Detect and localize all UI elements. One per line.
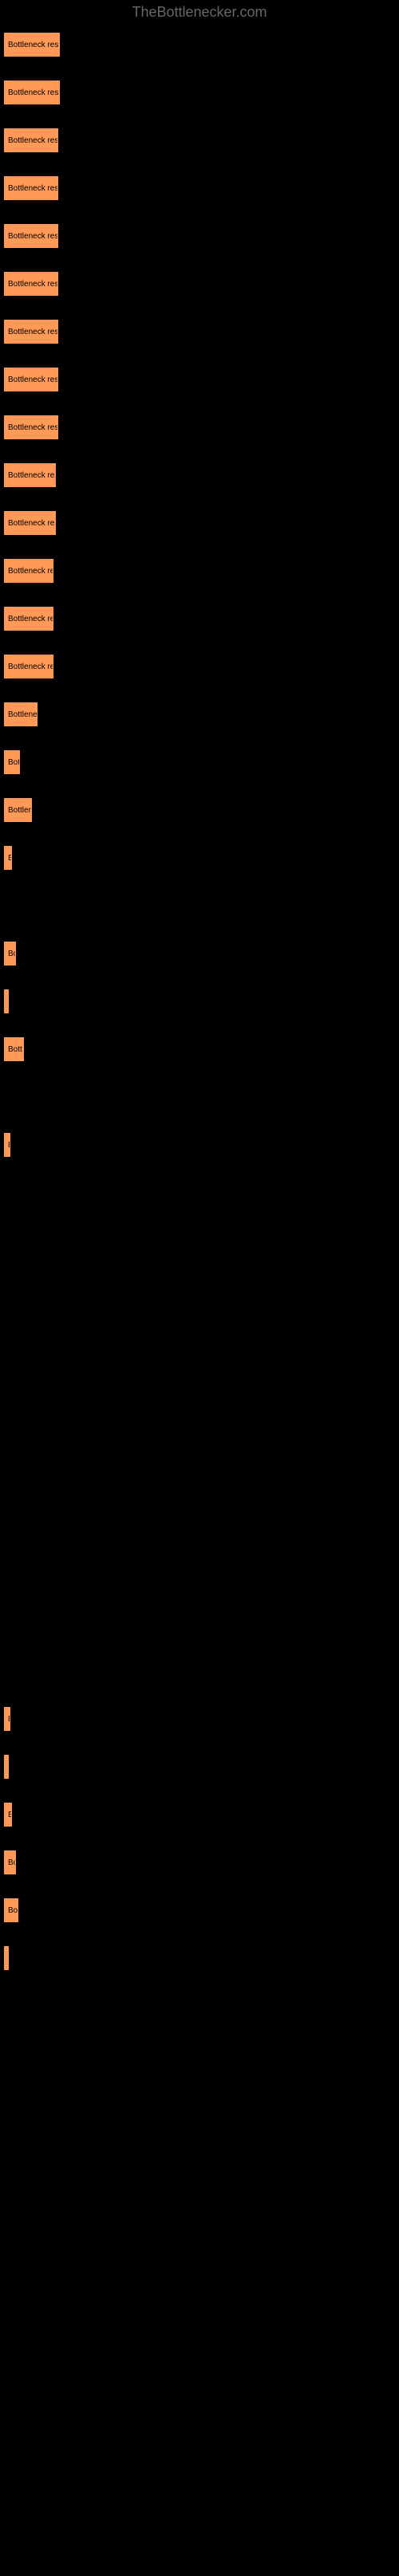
bar: Bottleneck res (4, 463, 56, 487)
bar-row: B (4, 846, 395, 870)
bar: Bottlen (4, 798, 32, 822)
bar: Bottleneck resu (4, 415, 58, 439)
bar: B (4, 1707, 10, 1731)
bar-row (4, 1994, 395, 2018)
bar-row: Bottleneck resu (4, 176, 395, 200)
bar (4, 1946, 9, 1970)
bar: Bottleneck resu (4, 272, 58, 296)
bar: Bottleneck re (4, 655, 53, 678)
bar-row (4, 2281, 395, 2305)
bar-row (4, 1468, 395, 1492)
bar-row (4, 2233, 395, 2257)
bar-row (4, 1516, 395, 1540)
bar: Bottleneck re (4, 559, 53, 583)
bar: Bottleneck result (4, 33, 60, 57)
bar-row: Bo (4, 942, 395, 966)
bar-row: Bottleneck resu (4, 224, 395, 248)
bar-row: B (4, 1803, 395, 1827)
chart-container: Bottleneck result Bottleneck result Bottle… (0, 25, 399, 2576)
bar: Bottleneck res (4, 511, 56, 535)
bar: Bott (4, 1037, 24, 1061)
bar-row: Bot (4, 750, 395, 774)
bar-row (4, 1563, 395, 1587)
bar: Bo (4, 1898, 18, 1922)
bar-row (4, 1229, 395, 1253)
bar-row: Bottlen (4, 798, 395, 822)
bar: Bottleneck resu (4, 128, 58, 152)
bar: Bottleneck resu (4, 320, 58, 344)
bar-row: Bottleneck resu (4, 320, 395, 344)
bar-row (4, 1611, 395, 1635)
bar-row: Bottleneck res (4, 463, 395, 487)
bar: Bottleneck resu (4, 224, 58, 248)
bar: Bottleneck resu (4, 368, 58, 391)
bar-row (4, 2185, 395, 2209)
bar-row: Bottleneck result (4, 81, 395, 104)
bar-row (4, 1755, 395, 1779)
bar-row: Bottleneck re (4, 559, 395, 583)
bar-row (4, 1085, 395, 1109)
bar-row: Bo (4, 1898, 395, 1922)
bar-row: Bottleneck resu (4, 128, 395, 152)
bar-row: Bottleneck resu (4, 415, 395, 439)
bar-row (4, 1276, 395, 1300)
bar-row: Bottleneck resu (4, 368, 395, 391)
bar-row (4, 1324, 395, 1348)
bar-row (4, 1946, 395, 1970)
bar-row (4, 2090, 395, 2114)
bar: Bottlene (4, 702, 38, 726)
bar-row (4, 2329, 395, 2353)
bar-row: Bott (4, 1037, 395, 1061)
bar: Bo (4, 1850, 16, 1874)
bar-row: Bottleneck result (4, 33, 395, 57)
bar-row (4, 2425, 395, 2448)
bar-row (4, 2137, 395, 2161)
bar-row (4, 2377, 395, 2401)
bar-row: Bottleneck re (4, 655, 395, 678)
bar: Bottleneck resu (4, 176, 58, 200)
header-text: TheBottlenecker.com (0, 0, 399, 25)
bar-row: B (4, 1707, 395, 1731)
bar-row (4, 1372, 395, 1396)
bar: Bottleneck re (4, 607, 53, 631)
bar-row (4, 894, 395, 918)
bar-row: Bottleneck res (4, 511, 395, 535)
bar-row: Bottlene (4, 702, 395, 726)
bar: Bo (4, 942, 16, 966)
bar-row: B (4, 1133, 395, 1157)
bar: B (4, 1803, 12, 1827)
bar: B (4, 846, 12, 870)
bar (4, 1755, 9, 1779)
bar (4, 989, 9, 1013)
bar-row (4, 989, 395, 1013)
bar: B (4, 1133, 10, 1157)
bar-row: Bottleneck resu (4, 272, 395, 296)
bar-row: Bottleneck re (4, 607, 395, 631)
bar-row (4, 1659, 395, 1683)
bar-row (4, 2042, 395, 2066)
bar: Bottleneck result (4, 81, 60, 104)
bar: Bot (4, 750, 20, 774)
bar-row (4, 2472, 395, 2496)
bar-row (4, 1181, 395, 1205)
bar-row: Bo (4, 1850, 395, 1874)
bar-row (4, 1420, 395, 1444)
bar-row (4, 2520, 395, 2544)
